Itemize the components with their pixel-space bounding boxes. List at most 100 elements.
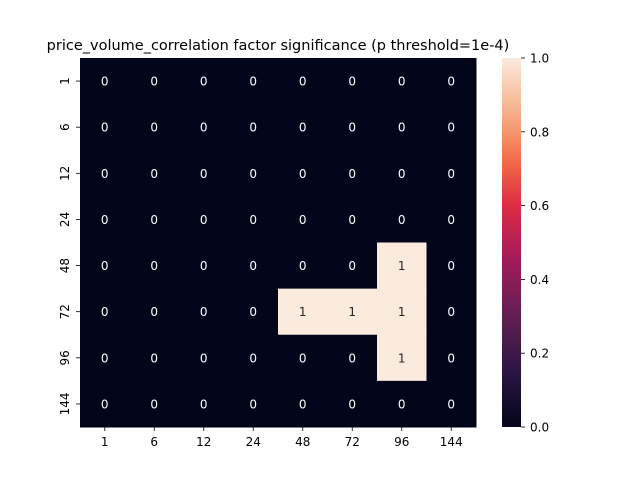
- cell-value-label: 0: [348, 397, 356, 411]
- cell-value-label: 0: [447, 213, 455, 227]
- heatmap-cell: [327, 288, 378, 336]
- heatmap-cell: [327, 334, 378, 382]
- cell-value-label: 0: [150, 397, 158, 411]
- heatmap-cell: [228, 196, 279, 243]
- x-tick-label: 72: [345, 435, 360, 449]
- cell-value-label: 1: [398, 305, 406, 319]
- y-tick-label: 12: [58, 166, 72, 181]
- heatmap-cell: [179, 58, 229, 105]
- x-tick-label: 6: [150, 435, 158, 449]
- cell-value-label: 0: [101, 351, 109, 365]
- cell-value-label: 0: [447, 121, 455, 135]
- heatmap-cell: [327, 150, 378, 197]
- heatmap-cell: [179, 150, 229, 197]
- heatmap-cell: [377, 380, 427, 428]
- cell-value-label: 0: [150, 305, 158, 319]
- cell-value-label: 0: [200, 121, 208, 135]
- heatmap-cell: [228, 380, 279, 428]
- x-axis: 1 6 12 24 48 72 96 144: [101, 427, 463, 449]
- x-tick-label: 144: [440, 435, 463, 449]
- x-tick-label: 48: [295, 435, 310, 449]
- cell-value-label: 0: [150, 213, 158, 227]
- heatmap-cell: [80, 150, 130, 197]
- cell-value-label: 0: [150, 121, 158, 135]
- cell-value-label: 0: [101, 259, 109, 273]
- heatmap-cell: [179, 196, 229, 243]
- colorbar-tick-label: 0.0: [530, 421, 549, 435]
- cell-value-label: 0: [299, 351, 307, 365]
- heatmap-cell: [80, 196, 130, 243]
- cell-value-label: 0: [299, 259, 307, 273]
- heatmap-cell: [426, 242, 477, 290]
- heatmap-cell: [278, 150, 328, 197]
- cell-value-label: 0: [348, 351, 356, 365]
- cell-value-label: 0: [101, 305, 109, 319]
- cell-value-label: 0: [447, 305, 455, 319]
- cell-value-label: 0: [249, 121, 257, 135]
- y-tick-label: 6: [58, 123, 72, 131]
- heatmap-cell: [179, 334, 229, 382]
- chart-title: price_volume_correlation factor signific…: [47, 38, 510, 54]
- cell-value-label: 0: [348, 121, 356, 135]
- heatmap-cell: [327, 242, 378, 290]
- cell-value-label: 0: [101, 121, 109, 135]
- heatmap-cell: [179, 288, 229, 336]
- cell-value-label: 0: [249, 397, 257, 411]
- heatmap-cell: [426, 196, 477, 243]
- heatmap-cell: [426, 288, 477, 336]
- heatmap-cell: [278, 196, 328, 243]
- cell-value-label: 0: [249, 305, 257, 319]
- cell-value-label: 0: [447, 351, 455, 365]
- heatmap-cell: [377, 58, 427, 105]
- heatmap-cell: [426, 58, 477, 105]
- y-axis: 1 6 12 24 48 72 96 144: [58, 77, 80, 415]
- cell-value-label: 0: [447, 259, 455, 273]
- heatmap-cell: [278, 58, 328, 105]
- cell-value-label: 0: [299, 121, 307, 135]
- cell-value-label: 0: [299, 75, 307, 89]
- heatmap-cell: [377, 196, 427, 243]
- cell-value-label: 0: [200, 75, 208, 89]
- heatmap-cell: [278, 104, 328, 151]
- cell-value-label: 0: [200, 167, 208, 181]
- cell-value-label: 0: [101, 213, 109, 227]
- heatmap-cell: [179, 104, 229, 151]
- cell-value-label: 0: [150, 75, 158, 89]
- cell-value-label: 0: [200, 259, 208, 273]
- cell-value-label: 0: [101, 167, 109, 181]
- y-tick-label: 48: [58, 258, 72, 273]
- colorbar-tick-label: 0.2: [530, 347, 549, 361]
- colorbar-tick-label: 1.0: [530, 52, 549, 66]
- x-tick-label: 96: [394, 435, 409, 449]
- heatmap-cell: [426, 104, 477, 151]
- heatmap-cell: [80, 380, 130, 428]
- cell-value-label: 0: [249, 75, 257, 89]
- cell-value-label: 0: [348, 259, 356, 273]
- cell-value-label: 0: [398, 213, 406, 227]
- heatmap-cell: [377, 150, 427, 197]
- colorbar: 0.0 0.2 0.4 0.6 0.8 1.0: [502, 52, 549, 435]
- cell-value-label: 0: [150, 167, 158, 181]
- cell-value-label: 1: [299, 305, 307, 319]
- cell-value-label: 0: [398, 397, 406, 411]
- heatmap-cell: [129, 288, 180, 336]
- heatmap-cell: [327, 196, 378, 243]
- cell-value-label: 0: [249, 351, 257, 365]
- heatmap-cell: [80, 288, 130, 336]
- heatmap-cell: [426, 150, 477, 197]
- cell-value-label: 0: [150, 351, 158, 365]
- heatmap-cell: [129, 196, 180, 243]
- y-tick-label: 96: [58, 350, 72, 365]
- cell-value-label: 0: [398, 75, 406, 89]
- colorbar-tick-label: 0.8: [530, 125, 549, 139]
- heatmap-cell: [228, 58, 279, 105]
- heatmap-cell: [129, 150, 180, 197]
- heatmap-cell: [278, 288, 328, 336]
- heatmap-cell: [228, 242, 279, 290]
- cell-value-label: 0: [447, 75, 455, 89]
- heatmap-cell: [179, 380, 229, 428]
- heatmap-cell: [129, 334, 180, 382]
- cell-value-label: 0: [348, 213, 356, 227]
- cell-value-label: 0: [348, 167, 356, 181]
